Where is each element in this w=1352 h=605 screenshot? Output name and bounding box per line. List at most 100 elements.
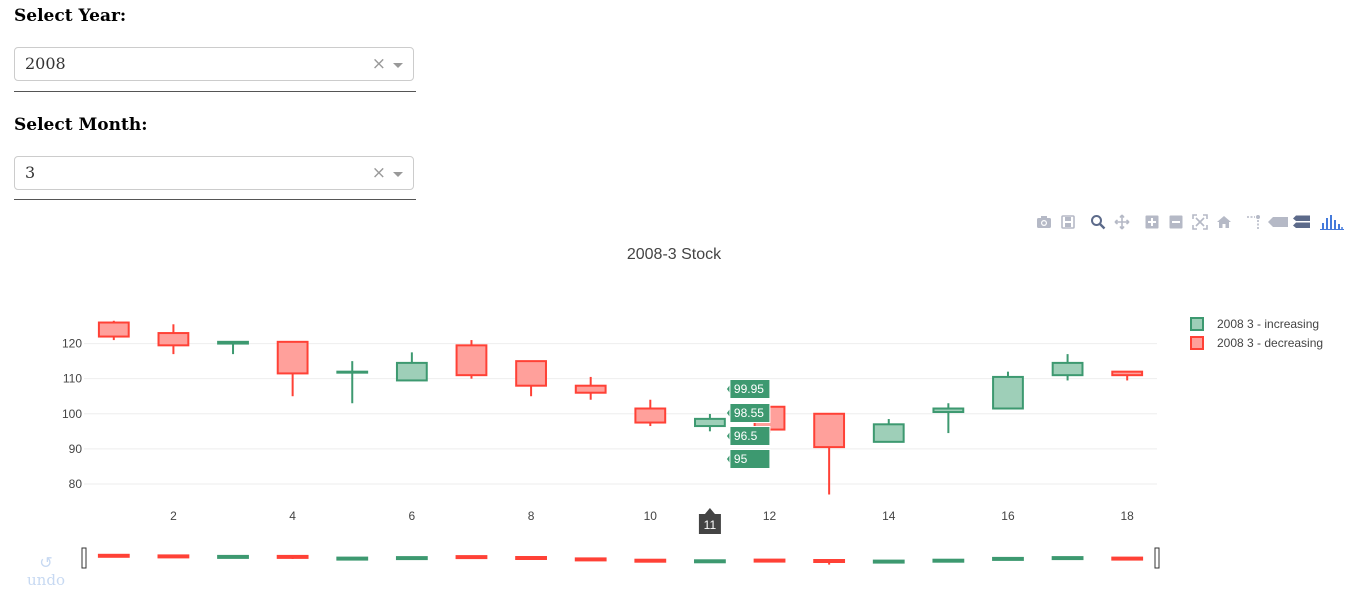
x-tick-label: 16 [1001, 509, 1015, 523]
x-tick-label: 10 [644, 509, 658, 523]
reset-axes-icon[interactable] [1212, 211, 1236, 233]
hover-pointer [726, 409, 730, 417]
undo-button[interactable]: ↺ undo [26, 553, 66, 590]
rangeslider-body [694, 559, 726, 564]
undo-label: undo [27, 571, 65, 589]
chart-modebar [1032, 211, 1344, 233]
candle-body [634, 407, 667, 424]
hover-label-box [729, 449, 771, 469]
hover-label: 96.5 [734, 429, 758, 443]
candle-body [97, 321, 130, 338]
rangeslider-body [97, 553, 130, 558]
rangeslider-body [217, 554, 249, 559]
x-hover-label: 11 [704, 518, 717, 532]
rangeslider-body [336, 556, 369, 561]
legend: 2008 3 - increasing 2008 3 - decreasing [1190, 317, 1323, 350]
y-tick-label: 80 [69, 477, 83, 491]
y-tick-label: 110 [63, 372, 82, 386]
month-label: Select Month: [14, 115, 148, 135]
year-label: Select Year: [14, 6, 127, 26]
hover-label: 98.55 [734, 406, 764, 420]
x-hover-box [698, 514, 721, 534]
zoom-in-icon[interactable] [1140, 211, 1164, 233]
undo-icon: ↺ [39, 553, 53, 572]
rangeslider-body [515, 556, 547, 560]
candlestick-chart[interactable]: 2008-3 Stock 80 90 100 110 120 2 4 6 8 10 12 14 16 18 2… [0, 230, 1352, 605]
zoom-icon[interactable] [1086, 211, 1110, 233]
rangeslider-body [992, 556, 1024, 561]
plotly-logo-icon[interactable] [1320, 211, 1344, 233]
rangeslider-body [932, 558, 965, 563]
hover-closest-icon[interactable] [1266, 211, 1290, 233]
autoscale-icon[interactable] [1188, 211, 1212, 233]
x-tick-label: 12 [763, 509, 777, 523]
candle-body [872, 423, 905, 443]
hover-label: 99.95 [734, 382, 764, 396]
candle-body [992, 375, 1024, 410]
rangeslider-body [574, 557, 607, 562]
hover-compare-icon[interactable] [1290, 211, 1314, 233]
candle-body [515, 360, 547, 387]
candle-body [813, 412, 846, 449]
rangeslider-body [872, 559, 905, 564]
rangeslider [84, 538, 1157, 578]
year-dropdown-value: 2008 [25, 54, 66, 73]
chart-title: 2008-3 Stock [627, 246, 722, 263]
spike-lines-icon[interactable] [1242, 211, 1266, 233]
y-tick-label: 100 [62, 407, 82, 421]
hover-pointer [726, 432, 730, 440]
candle-body [1111, 370, 1144, 377]
hover-label-box [729, 403, 771, 423]
x-tick-label: 8 [528, 509, 535, 523]
rangeslider-right-handle [1154, 547, 1160, 569]
x-hover-pointer [704, 508, 715, 514]
save-icon[interactable] [1056, 211, 1080, 233]
legend-decreasing-label: 2008 3 - decreasing [1217, 336, 1323, 350]
rangeslider-body [813, 559, 846, 563]
candle-body [276, 340, 309, 375]
legend-increasing-swatch [1190, 317, 1204, 331]
rangeslider-body [1111, 556, 1144, 561]
hover-tooltip: 99.95 98.55 96.5 95 11 [698, 379, 771, 534]
rangeslider-left-handle [81, 547, 87, 569]
rangeslider-body [157, 554, 190, 559]
hover-label-box [729, 379, 771, 399]
year-divider [14, 91, 416, 92]
year-clear-icon[interactable]: × [371, 54, 386, 74]
rangeslider-body [395, 556, 428, 561]
x-tick-label: 4 [289, 509, 296, 523]
candle-body [336, 370, 369, 374]
month-chevron-down-icon[interactable] [393, 172, 403, 177]
month-divider [14, 199, 416, 200]
pan-icon[interactable] [1110, 211, 1134, 233]
rangeslider-body [455, 555, 488, 560]
hover-label: 95 [734, 452, 748, 466]
rangeslider-bg [84, 538, 1157, 578]
rangeslider-body [1051, 556, 1084, 561]
x-tick-label: 2 [170, 509, 177, 523]
hover-pointer [726, 385, 730, 393]
x-tick-label: 18 [1121, 509, 1135, 523]
zoom-out-icon[interactable] [1164, 211, 1188, 233]
candle-body [455, 344, 488, 377]
year-dropdown[interactable]: 2008 × [14, 47, 414, 81]
y-tick-label: 120 [62, 337, 82, 351]
month-dropdown-value: 3 [25, 163, 36, 182]
candle-body [395, 361, 428, 382]
y-tick-label: 90 [69, 442, 83, 456]
candle-body [157, 332, 190, 347]
candle-body [217, 340, 249, 345]
month-dropdown[interactable]: 3 × [14, 156, 414, 190]
camera-icon[interactable] [1032, 211, 1056, 233]
year-chevron-down-icon[interactable] [393, 63, 403, 68]
candle-body [574, 384, 607, 394]
candles-main [97, 320, 1144, 495]
month-clear-icon[interactable]: × [371, 163, 386, 183]
candle-body [1051, 361, 1084, 377]
legend-increasing-label: 2008 3 - increasing [1217, 317, 1319, 331]
hover-pointer [726, 455, 730, 463]
rangeslider-body [753, 558, 786, 563]
candle-body [932, 407, 965, 414]
candle-body [694, 417, 726, 428]
legend-decreasing-swatch [1190, 336, 1204, 350]
